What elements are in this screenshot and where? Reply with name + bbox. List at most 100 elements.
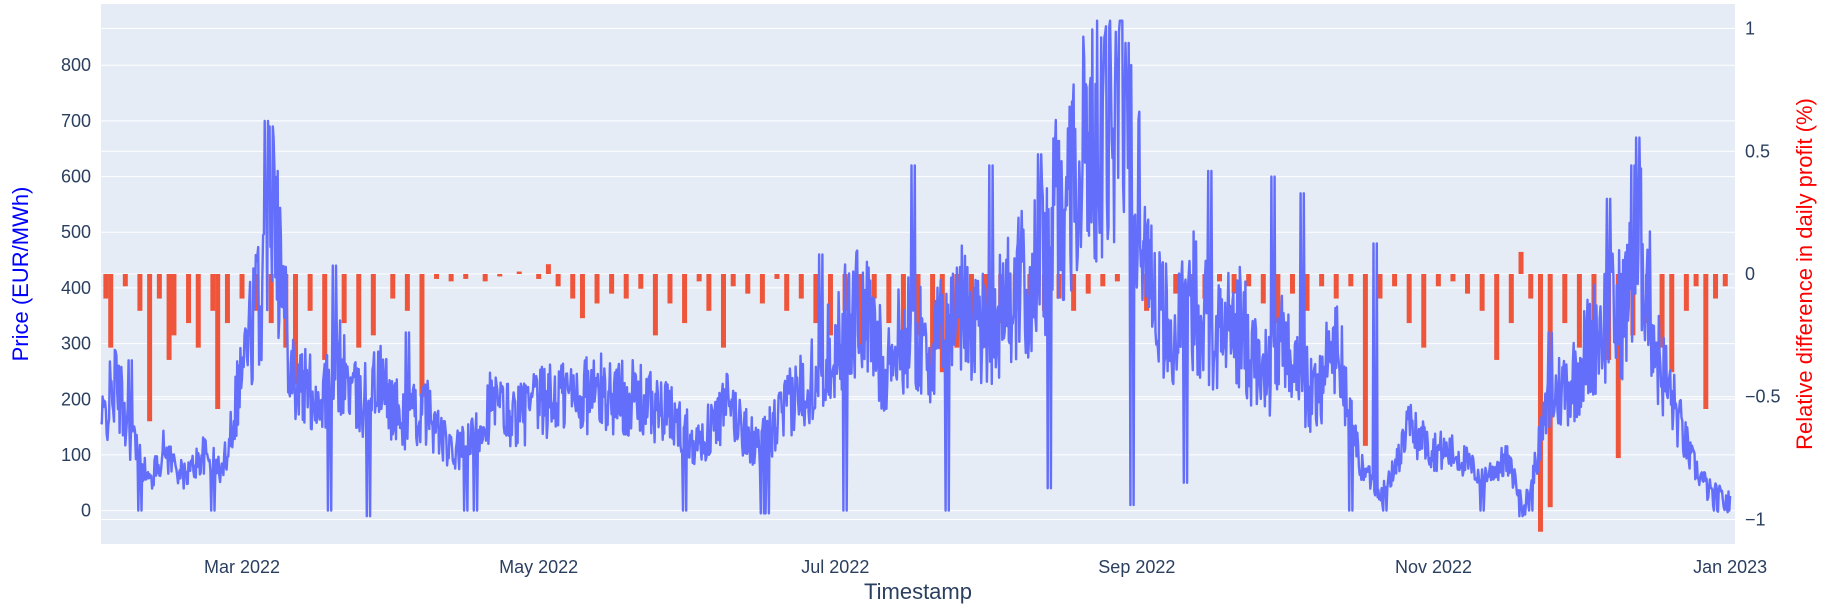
profit-diff-bar xyxy=(1406,274,1412,324)
profit-diff-bar xyxy=(1494,274,1500,360)
profit-diff-bar xyxy=(171,274,177,336)
profit-diff-bar xyxy=(404,274,410,311)
x-tick-label: Jan 2023 xyxy=(1693,557,1767,577)
profit-diff-bar xyxy=(356,274,362,348)
profit-diff-bar xyxy=(1231,274,1237,294)
profit-diff-bar xyxy=(682,274,688,324)
profit-diff-bar xyxy=(1304,274,1310,311)
profit-diff-bar xyxy=(341,274,347,324)
profit-diff-bar xyxy=(798,274,804,299)
profit-diff-bar xyxy=(1713,274,1719,299)
profit-diff-bar xyxy=(536,274,542,279)
profit-diff-bar xyxy=(745,274,751,294)
x-tick-label: Nov 2022 xyxy=(1395,557,1472,577)
left-tick-label: 800 xyxy=(61,55,91,75)
left-tick-label: 700 xyxy=(61,111,91,131)
profit-diff-bar xyxy=(1508,274,1514,324)
left-tick-label: 500 xyxy=(61,222,91,242)
profit-diff-bar xyxy=(1669,274,1675,373)
grid-lines xyxy=(101,28,1735,520)
price-line-series xyxy=(100,19,1732,518)
x-tick-label: May 2022 xyxy=(499,557,578,577)
profit-diff-bar xyxy=(497,274,503,277)
profit-diff-bar xyxy=(1392,274,1398,287)
profit-diff-bar xyxy=(1275,274,1281,324)
profit-diff-bar xyxy=(463,274,469,279)
profit-diff-bar xyxy=(1528,274,1534,299)
profit-diff-bar xyxy=(915,274,921,336)
profit-diff-bar xyxy=(1683,274,1689,311)
profit-diff-bar xyxy=(307,274,313,311)
profit-diff-bar xyxy=(1319,274,1325,287)
profit-diff-bar xyxy=(1114,274,1120,282)
profit-diff-bar xyxy=(827,274,833,336)
profit-diff-bar xyxy=(1362,274,1368,446)
x-axis-ticks: Mar 2022 May 2022 Jul 2022 Sep 2022 Nov 2022… xyxy=(204,557,1767,577)
profit-diff-bar xyxy=(210,274,216,311)
price-line xyxy=(100,19,1732,518)
profit-diff-bar xyxy=(652,274,658,336)
profit-diff-bar xyxy=(1722,274,1728,287)
profit-diff-bar xyxy=(1703,274,1709,409)
profit-diff-bar xyxy=(1071,274,1077,311)
profit-diff-bar xyxy=(419,274,425,397)
profit-diff-bar xyxy=(1421,274,1427,348)
profit-diff-bar xyxy=(638,274,644,289)
right-tick-label: 1 xyxy=(1745,19,1755,39)
profit-diff-bar xyxy=(774,274,780,279)
left-tick-label: 300 xyxy=(61,334,91,354)
right-tick-label: 0 xyxy=(1745,264,1755,284)
profit-diff-bar xyxy=(215,274,221,409)
profit-diff-bar xyxy=(516,271,522,274)
profit-diff-bar xyxy=(1693,274,1699,287)
right-y-axis-ticks: −1 −0.5 0 0.5 1 xyxy=(1745,19,1781,530)
profit-diff-bar xyxy=(623,274,629,299)
profit-diff-bar xyxy=(108,274,114,348)
profit-diff-bar xyxy=(555,274,561,287)
profit-diff-bar xyxy=(930,274,936,385)
left-tick-label: 400 xyxy=(61,278,91,298)
profit-diff-bar xyxy=(1085,274,1091,294)
profit-diff-bar xyxy=(224,274,230,324)
left-tick-label: 0 xyxy=(81,501,91,521)
right-tick-label: −1 xyxy=(1745,509,1766,529)
profit-diff-bar xyxy=(1289,274,1295,294)
profit-diff-bar xyxy=(448,274,454,282)
profit-diff-bar xyxy=(667,274,673,304)
profit-diff-bar xyxy=(545,264,551,274)
profit-diff-bar xyxy=(1377,274,1383,299)
profit-diff-bar xyxy=(195,274,201,348)
profit-diff-bar xyxy=(239,274,245,299)
profit-diff-bar xyxy=(1450,274,1456,282)
profit-diff-bar xyxy=(609,274,615,294)
right-tick-label: −0.5 xyxy=(1745,387,1781,407)
profit-diff-bar xyxy=(1100,274,1106,287)
profit-diff-bar xyxy=(813,274,819,324)
profit-diff-bar xyxy=(1217,274,1223,282)
profit-diff-bar xyxy=(1435,274,1441,287)
profit-diff-bar xyxy=(370,274,376,336)
profit-diff-bar xyxy=(784,274,790,311)
profit-diff-bar xyxy=(1260,274,1266,304)
left-tick-label: 600 xyxy=(61,167,91,187)
profit-diff-bar xyxy=(570,274,576,299)
profit-diff-bar xyxy=(1333,274,1339,299)
profit-diff-bar xyxy=(696,274,702,282)
profit-diff-bar xyxy=(390,274,396,299)
right-y-axis-title: Relative difference in daily profit (%) xyxy=(1792,98,1817,450)
profit-diff-bar xyxy=(720,274,726,348)
profit-diff-bar xyxy=(1562,274,1568,324)
profit-diff-bar xyxy=(186,274,192,324)
profit-diff-bar xyxy=(166,274,172,360)
profit-diff-bar xyxy=(706,274,712,311)
profit-diff-bar xyxy=(482,274,488,282)
left-y-axis-ticks: 0 100 200 300 400 500 600 700 800 xyxy=(61,55,91,520)
left-tick-label: 100 xyxy=(61,445,91,465)
profit-diff-bar xyxy=(759,274,765,304)
x-axis-title: Timestamp xyxy=(864,579,972,604)
left-y-axis-title: Price (EUR/MWh) xyxy=(8,187,33,362)
profit-diff-bar xyxy=(594,274,600,304)
profit-diff-bar xyxy=(1615,274,1621,459)
